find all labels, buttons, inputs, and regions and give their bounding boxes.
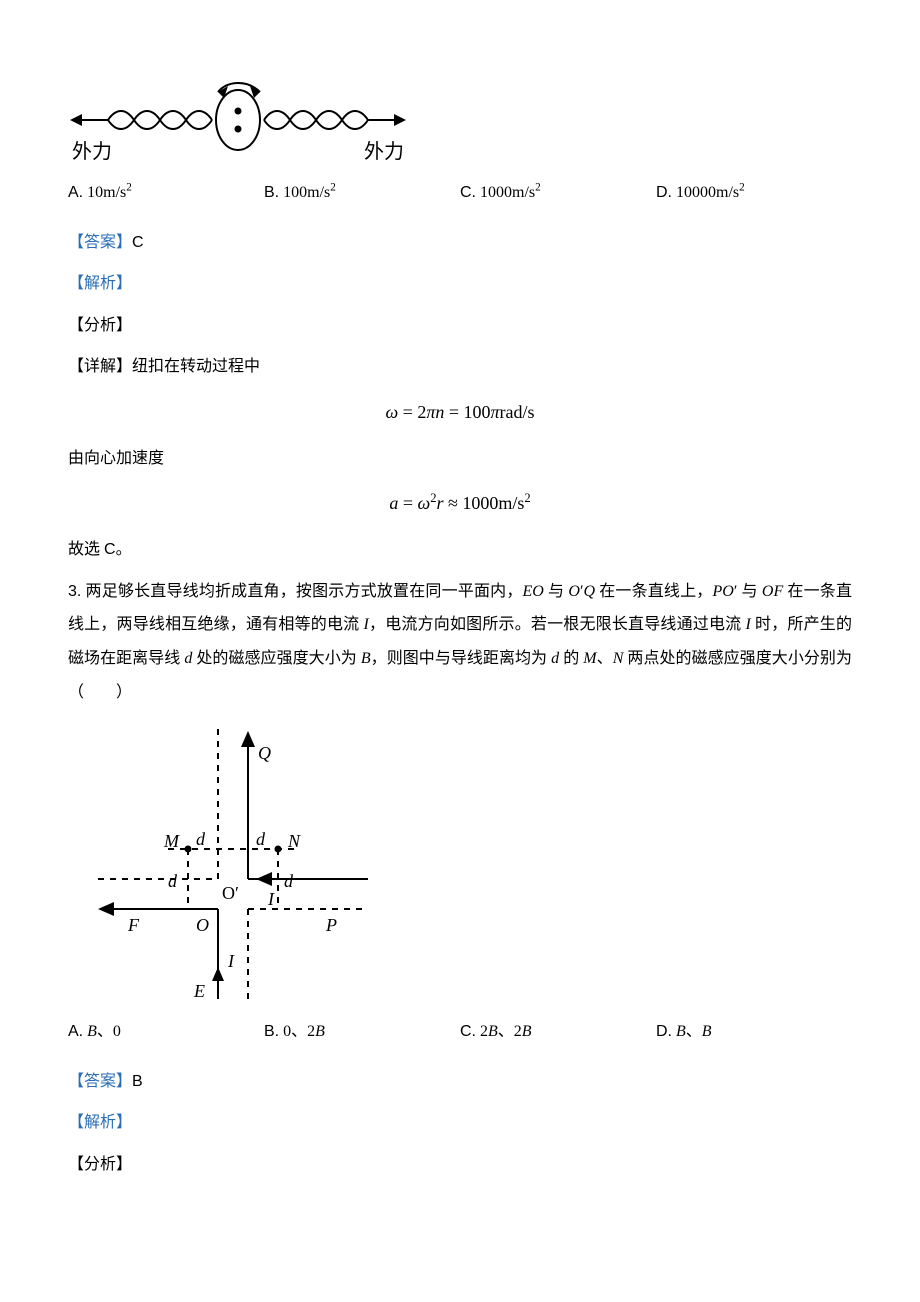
q3-analysis-label: 【分析】 — [68, 1148, 852, 1182]
q2-diagram: 外力 外力 — [68, 70, 408, 170]
q2-explain-label: 【解析】 — [68, 267, 852, 301]
q3-option-b: B. 0、2B — [264, 1015, 460, 1049]
q2-line2: 由向心加速度 — [68, 442, 852, 476]
q3-label-I2: I — [227, 951, 235, 971]
q3-label-d1: d — [196, 829, 206, 849]
q2-conclusion: 故选 C。 — [68, 533, 852, 567]
q3-diagram: Q M N d d d d O′ O F P I I E — [68, 719, 388, 1009]
q2-option-c: C. 1000m/s2 — [460, 176, 656, 210]
q2-eq2: a = ω2r ≈ 1000m/s2 — [68, 485, 852, 523]
q3-label-O: O — [196, 915, 209, 935]
q3-explain-label: 【解析】 — [68, 1106, 852, 1140]
q3-label-I1: I — [267, 889, 275, 909]
q3-label-N: N — [287, 831, 301, 851]
q3-label-E: E — [193, 981, 205, 1001]
q3-label-Oprime: O′ — [222, 883, 239, 903]
q2-right-force-label: 外力 — [364, 140, 404, 163]
q2-eq1: ω = 2πn = 100πrad/s — [68, 394, 852, 432]
q2-left-force-label: 外力 — [72, 140, 112, 163]
q3-label-d2: d — [256, 829, 266, 849]
q3-options: A. B、0 B. 0、2B C. 2B、2B D. B、B — [68, 1015, 852, 1049]
q3-label-F: F — [127, 915, 140, 935]
q3-text: 3. 两足够长直导线均折成直角，按图示方式放置在同一平面内，EO 与 O′Q 在… — [68, 575, 852, 709]
q3-label-M: M — [163, 831, 180, 851]
q2-analysis-label: 【分析】 — [68, 309, 852, 343]
q2-option-b: B. 100m/s2 — [264, 176, 460, 210]
q3-label-d4: d — [284, 871, 294, 891]
q2-option-d: D. 10000m/s2 — [656, 176, 852, 210]
q2-options: A. 10m/s2 B. 100m/s2 C. 1000m/s2 D. 1000… — [68, 176, 852, 210]
q3-option-c: C. 2B、2B — [460, 1015, 656, 1049]
q2-detail: 【详解】纽扣在转动过程中 — [68, 350, 852, 384]
q3-option-a: A. B、0 — [68, 1015, 264, 1049]
q3-label-d3: d — [168, 871, 178, 891]
q3-label-Q: Q — [258, 743, 271, 763]
q3-answer: 【答案】B — [68, 1065, 852, 1099]
q3-label-P: P — [325, 915, 337, 935]
q2-answer: 【答案】C — [68, 226, 852, 260]
q2-option-a: A. 10m/s2 — [68, 176, 264, 210]
q3-option-d: D. B、B — [656, 1015, 852, 1049]
